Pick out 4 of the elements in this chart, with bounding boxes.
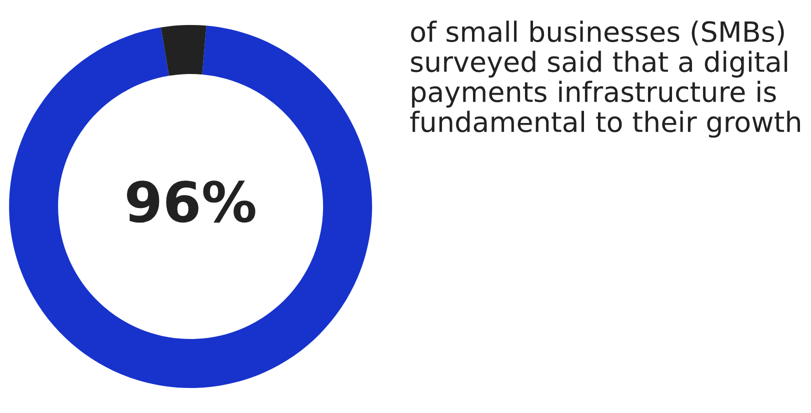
donut-slice xyxy=(160,24,206,76)
data-label: 96% xyxy=(126,180,256,223)
donut-slice xyxy=(9,26,372,388)
text: of small businesses (SMBs) surveyed said that a digital payments infrastructure is fundamental to their growth xyxy=(410,20,800,138)
